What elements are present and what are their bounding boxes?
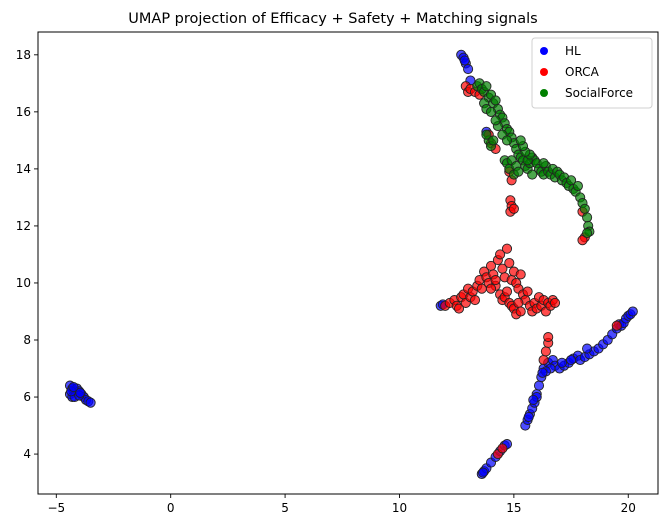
point-orca bbox=[508, 203, 519, 214]
x-tick-label: 0 bbox=[167, 501, 175, 515]
point-hl bbox=[556, 357, 567, 368]
axes-frame bbox=[37, 31, 659, 495]
point-hl bbox=[566, 354, 577, 366]
point-socialforce bbox=[490, 115, 501, 126]
point-hl bbox=[533, 380, 545, 391]
legend-marker-hl bbox=[540, 47, 548, 55]
point-orca bbox=[453, 303, 465, 314]
chart-title: UMAP projection of Efficacy + Safety + M… bbox=[128, 11, 537, 27]
y-tick-label: 10 bbox=[16, 276, 31, 290]
point-orca bbox=[504, 257, 515, 269]
x-axis: −5 0 5 10 15 20 bbox=[47, 494, 636, 515]
x-tick-label: −5 bbox=[47, 501, 65, 515]
point-orca bbox=[540, 346, 551, 357]
y-tick-label: 8 bbox=[23, 333, 31, 347]
x-tick-label: 20 bbox=[621, 501, 636, 515]
point-orca bbox=[490, 275, 501, 286]
point-socialforce bbox=[527, 169, 538, 180]
point-orca bbox=[522, 286, 533, 297]
y-tick-label: 6 bbox=[23, 390, 31, 404]
point-hl bbox=[627, 306, 638, 317]
legend-label-socialforce: SocialForce bbox=[565, 86, 633, 100]
x-tick-label: 10 bbox=[392, 501, 407, 515]
point-socialforce bbox=[572, 180, 583, 192]
point-socialforce bbox=[515, 135, 526, 146]
point-orca bbox=[515, 306, 526, 317]
point-hl bbox=[477, 467, 489, 478]
legend-label-hl: HL bbox=[565, 44, 581, 58]
point-hl bbox=[537, 367, 548, 378]
legend-label-orca: ORCA bbox=[565, 65, 600, 79]
y-axis: 4 6 8 10 12 14 16 18 bbox=[16, 48, 38, 461]
x-tick-label: 15 bbox=[506, 501, 521, 515]
point-socialforce bbox=[481, 81, 492, 92]
point-orca bbox=[611, 320, 622, 331]
point-orca bbox=[538, 354, 549, 366]
legend-marker-socialforce bbox=[540, 89, 548, 97]
legend-box bbox=[531, 37, 653, 109]
y-tick-label: 18 bbox=[16, 48, 31, 62]
point-orca bbox=[495, 249, 506, 260]
point-socialforce bbox=[582, 228, 593, 239]
point-orca bbox=[497, 443, 508, 454]
y-tick-label: 12 bbox=[16, 219, 31, 233]
point-orca bbox=[501, 286, 513, 297]
point-socialforce bbox=[481, 129, 492, 140]
point-socialforce bbox=[485, 106, 497, 117]
point-socialforce bbox=[488, 135, 499, 146]
series-hl bbox=[64, 49, 638, 480]
point-orca bbox=[469, 295, 481, 306]
legend: HL ORCA SocialForce bbox=[531, 37, 653, 109]
point-hl bbox=[68, 382, 79, 393]
point-orca bbox=[577, 235, 588, 246]
point-hl bbox=[523, 411, 534, 423]
point-orca bbox=[501, 243, 513, 254]
point-orca bbox=[513, 297, 524, 308]
point-hl bbox=[75, 387, 86, 398]
point-socialforce bbox=[490, 95, 501, 106]
legend-marker-orca bbox=[540, 68, 548, 76]
point-orca bbox=[543, 332, 554, 343]
point-orca bbox=[485, 283, 497, 294]
point-hl bbox=[582, 343, 593, 354]
y-tick-label: 4 bbox=[23, 447, 31, 461]
point-hl bbox=[528, 394, 539, 405]
series-socialforce bbox=[472, 78, 595, 239]
plot-area bbox=[64, 49, 638, 480]
point-socialforce bbox=[582, 212, 593, 223]
point-socialforce bbox=[538, 158, 549, 169]
point-hl bbox=[459, 55, 470, 66]
point-hl bbox=[85, 397, 96, 408]
y-tick-label: 16 bbox=[16, 105, 31, 119]
point-socialforce bbox=[501, 135, 513, 146]
x-tick-label: 5 bbox=[281, 501, 289, 515]
point-hl bbox=[463, 64, 474, 75]
point-socialforce bbox=[513, 166, 524, 177]
series-orca bbox=[440, 81, 622, 460]
point-socialforce bbox=[579, 203, 590, 214]
point-orca bbox=[549, 297, 561, 308]
point-orca bbox=[515, 269, 526, 280]
y-tick-label: 14 bbox=[16, 162, 31, 176]
